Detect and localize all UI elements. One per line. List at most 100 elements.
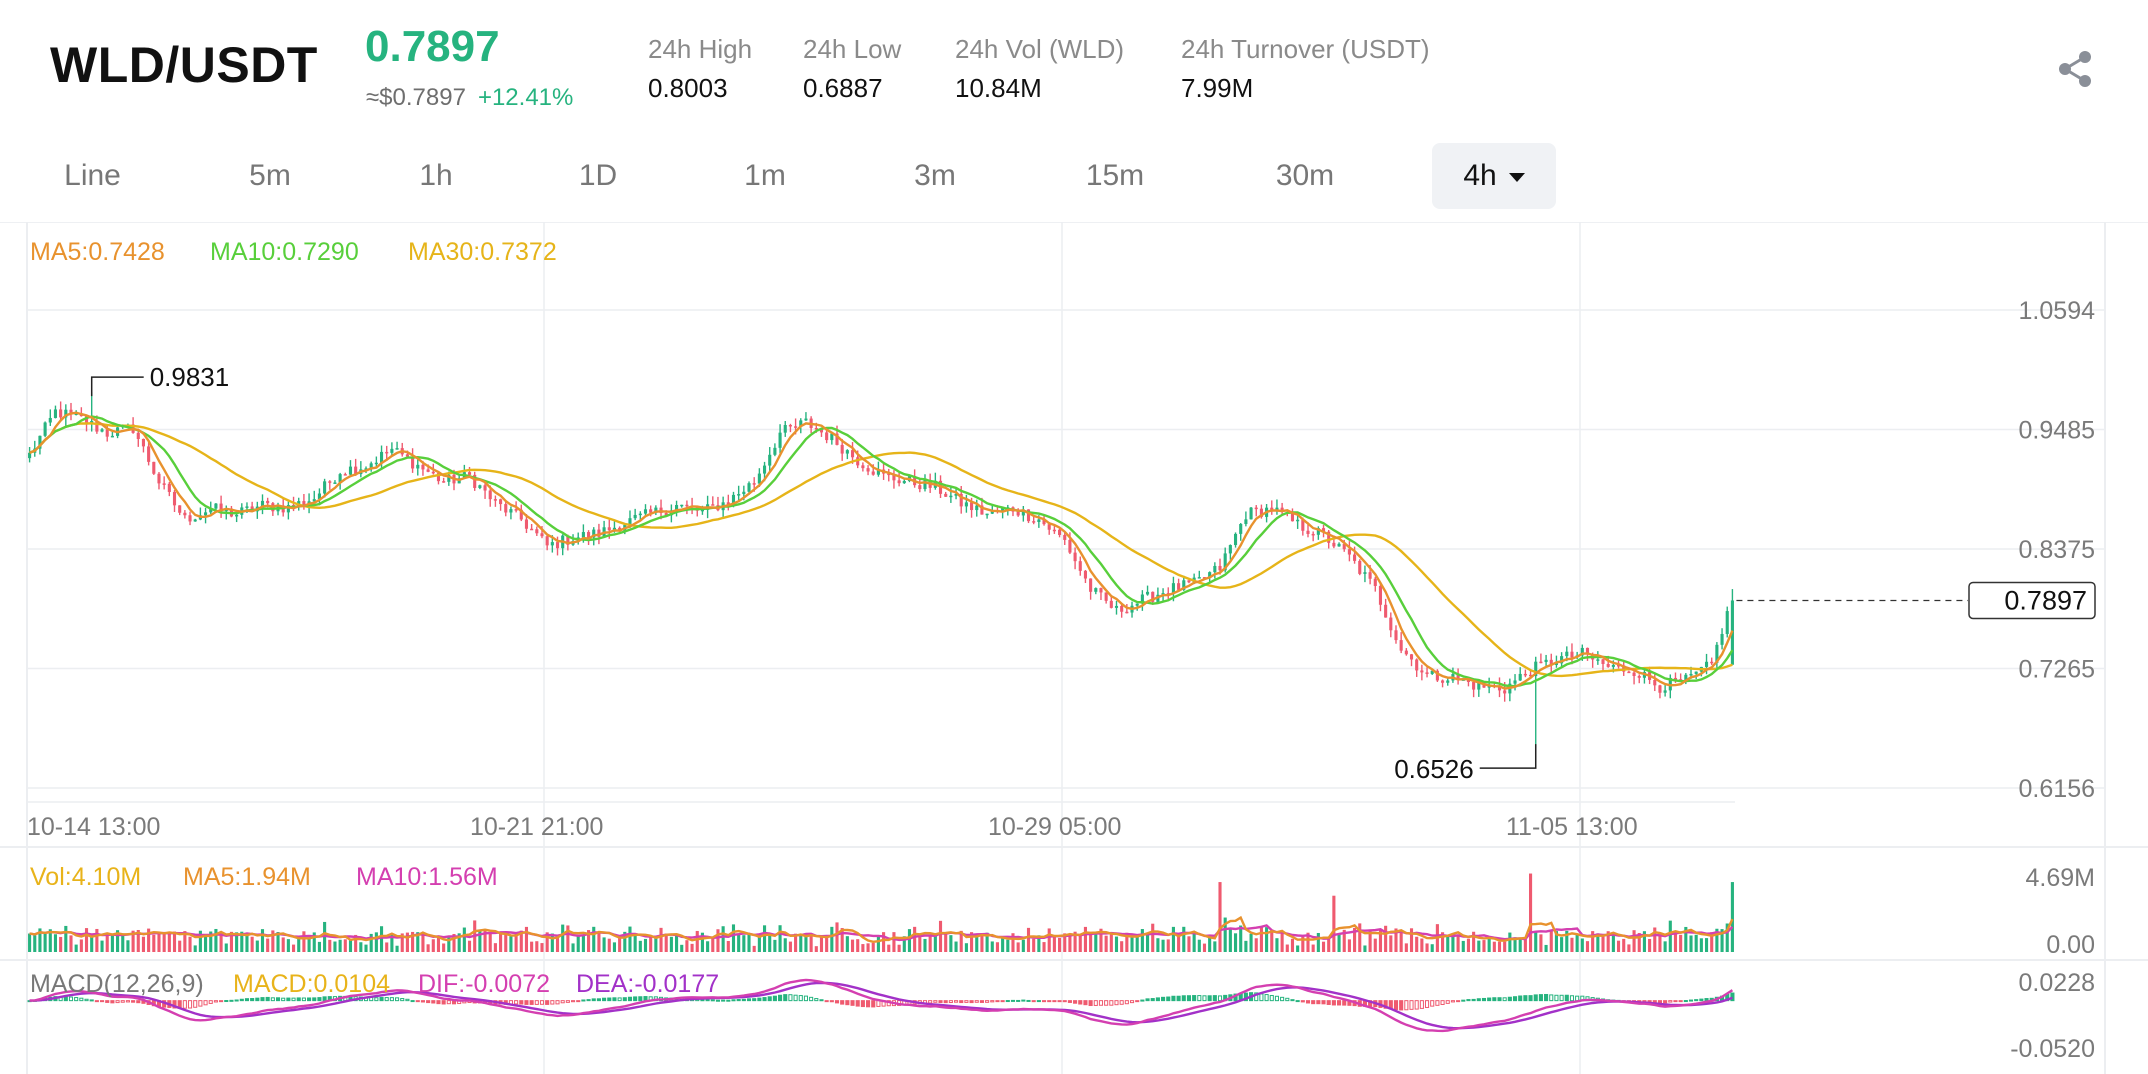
macd-histogram-bar [198,1000,203,1007]
volume-bar [178,940,182,952]
volume-bar [597,932,601,952]
candle-body [416,464,420,469]
macd-histogram-bar [1217,995,1223,1002]
ma-legend-3: MA30:0.7372 [408,238,557,266]
macd-histogram-bar [1678,1000,1683,1003]
macd-histogram-bar [74,997,79,1002]
candle-body [1306,530,1310,534]
macd-histogram-bar [1564,994,1569,1002]
candle-body [59,409,63,418]
macd-histogram-bar [301,997,306,1002]
candle-body [1182,580,1186,590]
tab-1h[interactable]: 1h [419,159,453,192]
volume-bar [1518,938,1522,952]
candle-body [1606,663,1610,667]
macd-histogram-bar [1041,1000,1047,1003]
macd-histogram-bar [772,995,777,1002]
volume-bar [1290,938,1295,952]
volume-bar [1466,938,1471,952]
volume-bar [752,945,756,952]
candle-body [411,456,415,469]
candle-body [141,438,146,447]
macd-histogram-bar [1456,1000,1461,1003]
volume-bar [840,928,844,952]
macd-histogram-bar [1161,996,1166,1002]
volume-bar [260,929,265,952]
candle-body [1529,674,1533,677]
macd-histogram-bar [840,1000,845,1005]
candle-body [1513,680,1517,684]
volume-bar [147,928,151,952]
tab-15m[interactable]: 15m [1085,159,1145,192]
volume-bar [1430,944,1434,952]
candle-body [1715,644,1719,663]
tab-3m[interactable]: 3m [914,159,956,192]
candle-body [1213,565,1217,573]
macd-histogram-bar [705,999,710,1002]
volume-bar [990,941,994,952]
macd-histogram-bar [446,1000,451,1005]
candle-body [286,505,290,513]
volume-bar [1648,938,1652,952]
candle-body [1332,542,1336,547]
candle-body [1058,529,1062,535]
volume-bar [1710,932,1714,952]
volume-bar [421,932,425,952]
tab-line[interactable]: Line [64,159,121,192]
kline-chart[interactable]: 1.0594 0.9485 0.8375 0.7265 0.6156 10-14 13:0… [0,222,2148,1074]
volume-bar [167,932,171,952]
candle-body [964,502,968,507]
candle-body [876,469,880,475]
macd-histogram-bar [1031,1000,1036,1003]
volume-bar [809,933,813,952]
candle-body [923,479,927,490]
volume-bar [157,932,161,952]
candle-body [1399,640,1403,651]
macd-histogram-bar [1559,994,1564,1002]
candle-body [1446,680,1450,683]
tab-5m[interactable]: 5m [249,159,291,192]
macd-histogram-bar [131,1000,136,1003]
volume-bar [1265,927,1269,952]
macd-histogram-bar [1300,1000,1305,1003]
volume-bar [1715,928,1719,952]
tab-1d[interactable]: 1D [578,159,618,192]
volume-bar [623,931,627,952]
candle-body [685,504,689,507]
candle-body [819,429,824,433]
volume-bar [944,934,948,952]
candle-body [747,483,751,492]
candle-body [1104,592,1108,601]
candle-body [1187,580,1191,583]
tab-30m[interactable]: 30m [1275,159,1335,192]
macd-histogram-bar [948,1000,953,1004]
volume-bar [1342,929,1346,952]
macd-histogram-bar [539,1000,545,1005]
macd-histogram-bar [617,997,622,1002]
macd-histogram-bar [389,997,394,1002]
volume-bar [271,930,275,952]
candle-body [633,514,637,519]
candle-body [1518,673,1522,681]
macd-histogram-bar [1507,996,1512,1002]
candle-body [167,483,171,492]
volume-bar [198,930,202,952]
macd-histogram-bar [602,997,607,1002]
candle-body [1125,611,1129,614]
candle-body [390,448,394,453]
volume-bar [317,941,321,952]
volume-bar [1182,926,1186,952]
volume-bar [804,933,808,952]
tab-4h-dropdown[interactable]: 4h [1432,143,1556,209]
volume-bar [902,936,906,952]
candle-body [592,529,596,538]
volume-bar [524,926,529,952]
candle-body [1032,521,1036,523]
tab-1m[interactable]: 1m [744,159,786,192]
volume-bar [928,936,932,952]
macd-histogram-bar [384,997,389,1002]
share-icon[interactable] [2056,50,2094,88]
candle-body [675,505,679,511]
macd-histogram-bar [534,1000,539,1005]
candle-body [1249,507,1253,520]
